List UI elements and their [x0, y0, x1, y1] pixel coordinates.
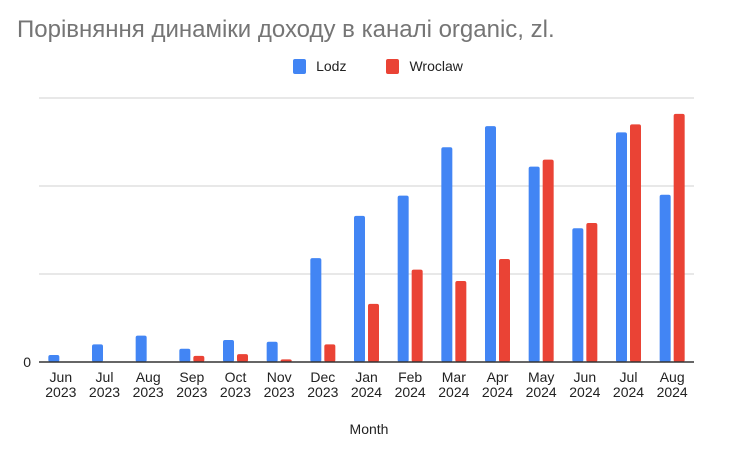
bar-lodz[interactable]	[92, 344, 103, 362]
bar-lodz[interactable]	[485, 126, 496, 362]
x-tick-label: 2023	[307, 384, 338, 400]
legend-item-lodz[interactable]: Lodz	[275, 58, 346, 74]
bar-wroclaw[interactable]	[499, 259, 510, 362]
bar-wroclaw[interactable]	[193, 355, 205, 362]
x-tick-label: Nov	[267, 369, 292, 385]
x-tick-label: Jul	[620, 369, 638, 385]
chart-title: Порівняння динаміки доходу в каналі orga…	[17, 16, 555, 43]
x-tick-label: Mar	[442, 369, 466, 385]
x-tick-label: Oct	[225, 369, 247, 385]
y-axis-tick-zero: 0	[23, 354, 31, 370]
bars	[48, 113, 685, 363]
x-tick-label: Jun	[574, 369, 597, 385]
bar-lodz[interactable]	[572, 228, 584, 362]
x-tick-label: 2024	[351, 384, 382, 400]
x-tick-label: 2024	[526, 384, 557, 400]
bar-wroclaw[interactable]	[368, 303, 379, 362]
bar-lodz[interactable]	[48, 354, 60, 362]
x-tick-label: 2024	[657, 384, 688, 400]
bar-lodz[interactable]	[310, 258, 322, 362]
bar-wroclaw[interactable]	[542, 159, 554, 362]
bar-lodz[interactable]	[616, 132, 627, 362]
bar-lodz[interactable]	[397, 195, 409, 362]
x-tick-label: 2023	[264, 384, 295, 400]
bar-lodz[interactable]	[528, 166, 540, 362]
bar-lodz[interactable]	[441, 147, 453, 362]
x-tick-label: Sep	[179, 369, 204, 385]
bar-wroclaw[interactable]	[455, 281, 467, 362]
legend-label-wroclaw: Wroclaw	[409, 58, 463, 74]
bar-wroclaw[interactable]	[586, 222, 598, 362]
x-tick-label: Dec	[310, 369, 335, 385]
x-tick-label: 2024	[613, 384, 644, 400]
bar-wroclaw[interactable]	[630, 124, 641, 363]
x-tick-label: Aug	[136, 369, 161, 385]
bar-wroclaw[interactable]	[324, 344, 336, 362]
legend-item-wroclaw[interactable]: Wroclaw	[368, 58, 463, 74]
bar-lodz[interactable]	[266, 341, 278, 362]
x-tick-label: 2023	[133, 384, 164, 400]
gridlines	[39, 97, 694, 275]
x-tick-label: 2024	[569, 384, 600, 400]
x-axis-title: Month	[349, 421, 389, 437]
x-tick-label: 2023	[89, 384, 120, 400]
x-tick-label: 2024	[482, 384, 513, 400]
x-tick-label: 2023	[45, 384, 76, 400]
bar-wroclaw[interactable]	[673, 113, 685, 362]
x-tick-label: Aug	[660, 369, 685, 385]
bar-lodz[interactable]	[179, 348, 191, 362]
x-tick-label: Apr	[487, 369, 509, 385]
bar-lodz[interactable]	[223, 340, 234, 362]
x-tick-label: Jan	[355, 369, 378, 385]
legend-label-lodz: Lodz	[316, 58, 347, 74]
x-tick-label: Jun	[50, 369, 73, 385]
bar-wroclaw[interactable]	[237, 354, 248, 362]
x-tick-label: 2023	[176, 384, 207, 400]
legend-swatch-lodz-icon	[293, 58, 307, 74]
x-tick-label: Feb	[398, 369, 422, 385]
x-tick-label: 2023	[220, 384, 251, 400]
bar-wroclaw[interactable]	[411, 269, 423, 362]
legend-swatch-wroclaw-icon	[386, 58, 400, 74]
x-tick-label: May	[528, 369, 554, 385]
x-axis-tick-labels: Jun2023Jul2023Aug2023Sep2023Oct2023Nov20…	[45, 369, 688, 400]
bar-lodz[interactable]	[354, 215, 365, 362]
x-tick-label: 2024	[395, 384, 426, 400]
x-tick-label: 2024	[438, 384, 469, 400]
bar-lodz[interactable]	[135, 335, 147, 362]
chart-legend: Lodz Wroclaw	[0, 58, 738, 74]
x-tick-label: Jul	[96, 369, 114, 385]
bar-lodz[interactable]	[659, 194, 671, 362]
